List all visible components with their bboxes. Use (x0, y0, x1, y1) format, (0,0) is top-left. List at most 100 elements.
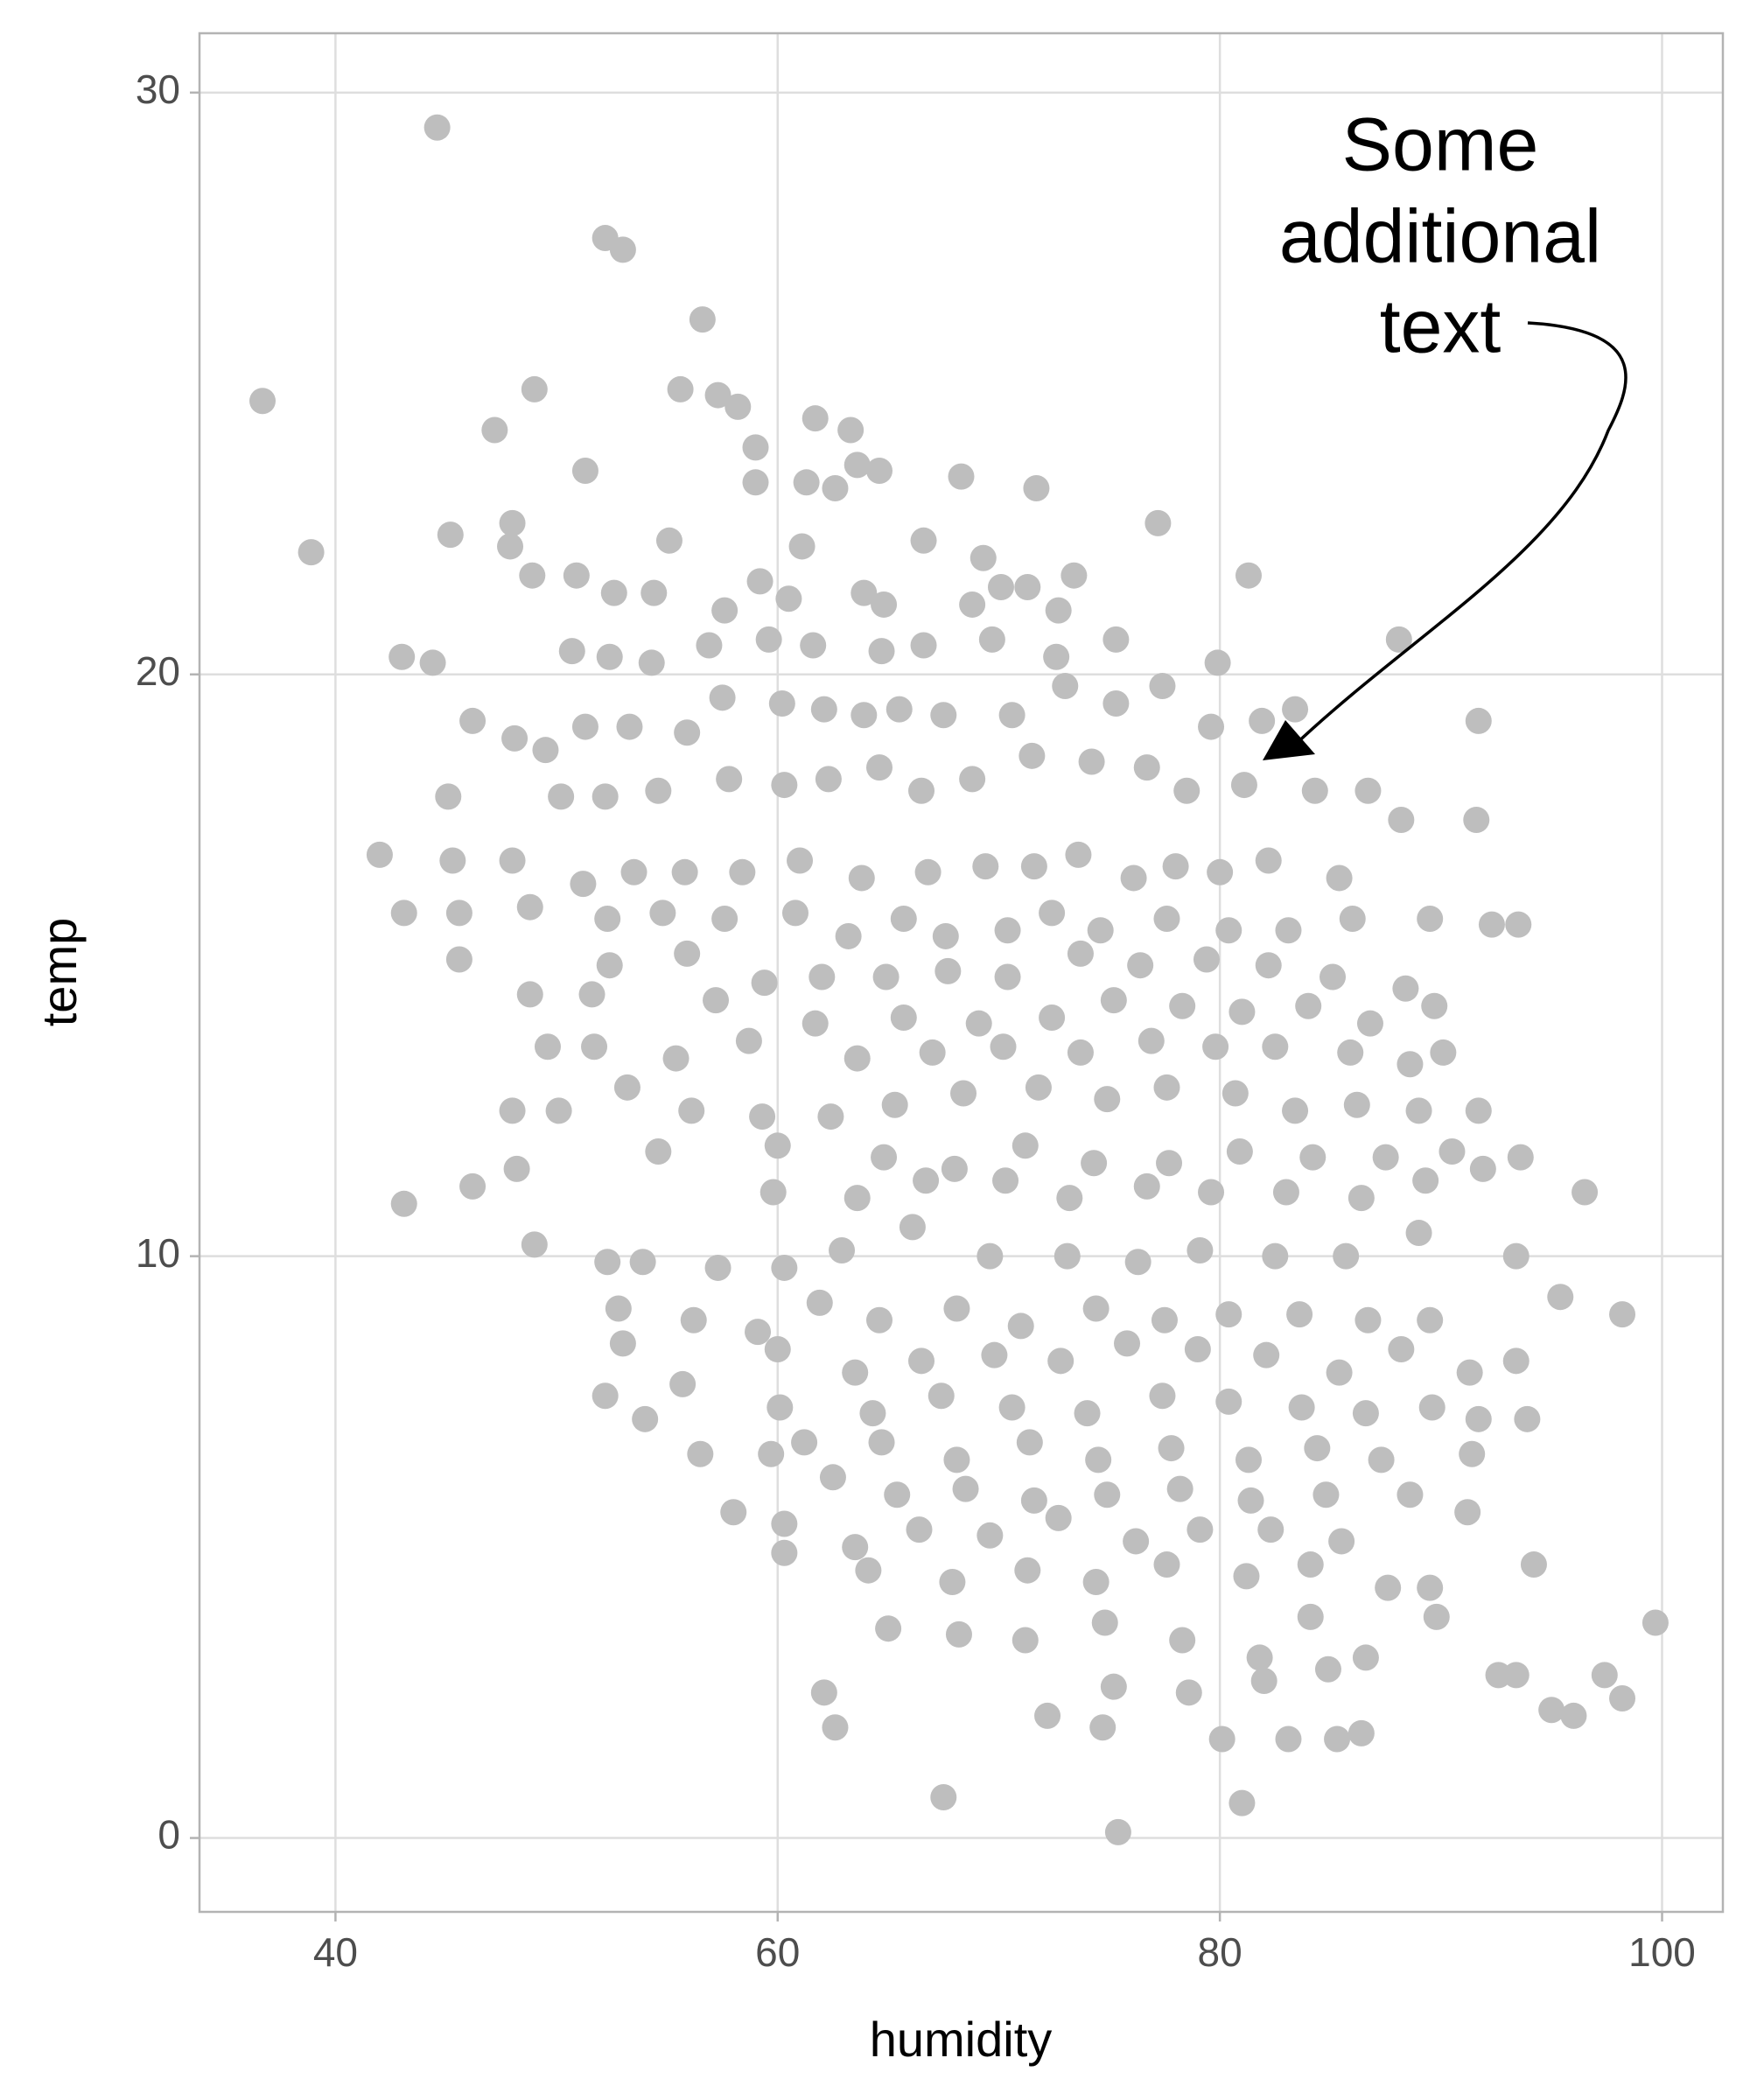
point (667, 375, 694, 402)
point (711, 597, 738, 624)
point (866, 1306, 893, 1334)
point (1328, 1528, 1355, 1555)
point (875, 1615, 902, 1642)
point (919, 1039, 946, 1066)
point (1144, 509, 1172, 536)
point (992, 1167, 1019, 1194)
point (1249, 707, 1276, 734)
point (787, 847, 814, 874)
point (1100, 987, 1127, 1014)
points (249, 114, 1669, 1845)
point (848, 864, 875, 892)
point (1100, 1673, 1127, 1700)
point (908, 1348, 935, 1375)
point (1045, 597, 1072, 624)
grid (200, 33, 1723, 1912)
annotation: Some additional text (1263, 103, 1628, 760)
point (771, 1539, 798, 1566)
point (678, 1097, 705, 1124)
point (1547, 1284, 1574, 1311)
point (793, 469, 820, 496)
point (655, 527, 682, 554)
point (445, 946, 472, 973)
point (871, 1144, 898, 1171)
point (1282, 1097, 1309, 1124)
point (1067, 940, 1094, 967)
point (1356, 1010, 1383, 1037)
point (952, 1475, 979, 1502)
point (388, 643, 416, 670)
point (581, 1033, 608, 1060)
x-tick-label: 60 (755, 1929, 800, 1975)
point (914, 858, 942, 886)
point (998, 1394, 1026, 1421)
point (844, 452, 871, 479)
y-tick-label: 10 (136, 1230, 180, 1276)
point (1114, 1330, 1141, 1357)
point (638, 649, 665, 676)
point (716, 766, 743, 793)
point (545, 1097, 572, 1124)
point (1094, 1086, 1121, 1113)
point (600, 579, 627, 606)
point (1253, 1341, 1280, 1368)
point (1133, 754, 1160, 781)
point (1368, 1446, 1395, 1474)
point (1060, 562, 1088, 589)
point (1385, 626, 1412, 653)
point (1348, 1185, 1375, 1212)
point (419, 649, 446, 676)
point (1272, 1179, 1299, 1206)
point (800, 632, 827, 659)
point (1463, 806, 1490, 833)
point (1354, 777, 1382, 804)
point (632, 1405, 659, 1432)
point (649, 900, 676, 927)
point (842, 1534, 869, 1561)
point (1204, 649, 1231, 676)
point (499, 509, 526, 536)
point (680, 1306, 707, 1334)
point (1282, 696, 1309, 723)
point (1465, 1097, 1492, 1124)
point (1193, 946, 1220, 973)
point (802, 405, 829, 432)
point (766, 1394, 794, 1421)
point (1215, 1388, 1242, 1415)
point (866, 754, 893, 781)
point (1039, 900, 1066, 927)
point (844, 1185, 871, 1212)
point (1326, 1359, 1353, 1386)
point (594, 905, 621, 932)
point (1417, 1574, 1444, 1601)
point (521, 375, 548, 402)
point (1184, 1336, 1211, 1363)
point (760, 1179, 787, 1206)
point (671, 858, 698, 886)
point (850, 702, 878, 729)
point (1208, 1726, 1236, 1753)
point (1230, 772, 1257, 799)
point (735, 1027, 762, 1054)
axes: 40 60 80 100 0 10 20 30 (136, 66, 1696, 1975)
point (1123, 1528, 1150, 1555)
point (1175, 1679, 1202, 1706)
point (390, 900, 417, 927)
point (998, 702, 1026, 729)
point (516, 893, 543, 920)
point (768, 690, 795, 717)
point (298, 539, 325, 566)
point (1228, 998, 1256, 1026)
x-tick-label: 100 (1628, 1929, 1696, 1975)
point (1418, 1394, 1446, 1421)
point (1014, 1557, 1041, 1584)
point (859, 1400, 886, 1427)
point (1297, 1603, 1324, 1630)
point (1235, 562, 1262, 589)
point (1226, 1138, 1253, 1165)
point (981, 1341, 1008, 1368)
point (366, 841, 393, 868)
point (913, 1167, 940, 1194)
point (1297, 1551, 1324, 1578)
point (1104, 1818, 1131, 1845)
